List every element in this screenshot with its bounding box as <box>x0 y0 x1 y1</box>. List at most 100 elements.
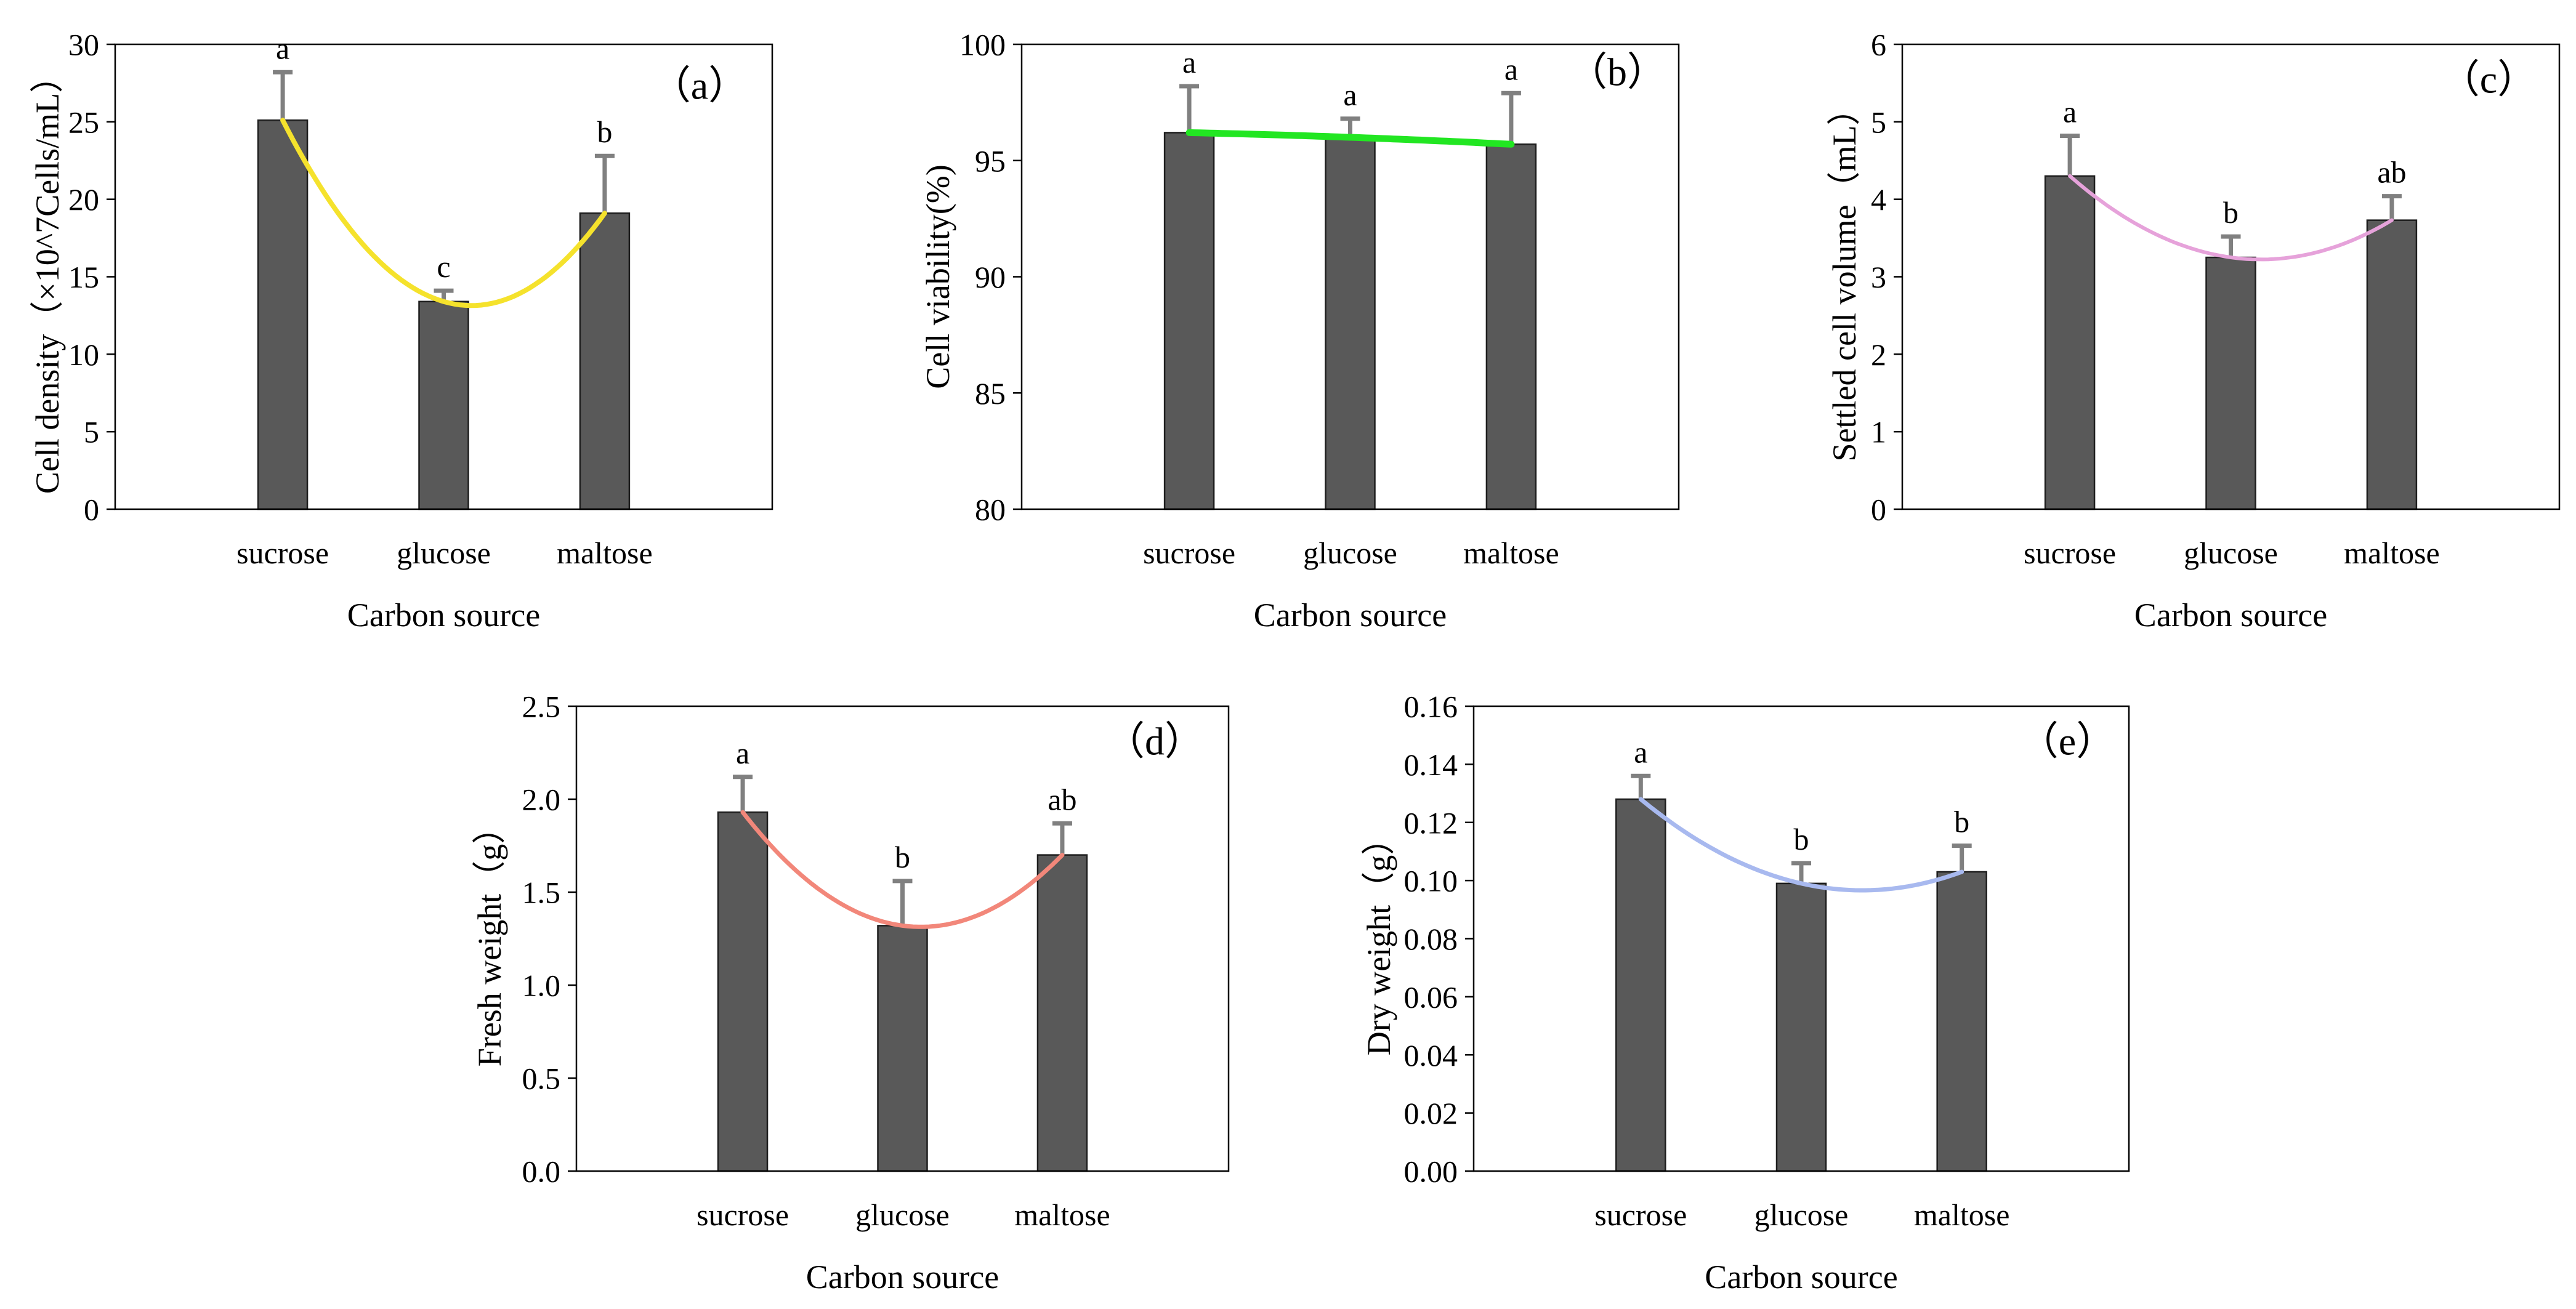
significance-letter-sucrose: a <box>2063 94 2077 129</box>
trend-curve <box>1185 129 1515 148</box>
y-tick-label: 3 <box>1871 260 1886 294</box>
y-tick-label: 1 <box>1871 415 1886 449</box>
y-tick-label: 0.00 <box>1404 1154 1458 1189</box>
trend-curve <box>740 810 1065 929</box>
y-axis-label: Dry weight（g） <box>1360 822 1397 1055</box>
bar-glucose <box>1325 136 1376 510</box>
y-tick-label: 10 <box>68 337 99 372</box>
y-tick-label: 100 <box>959 28 1006 62</box>
y-tick-label: 6 <box>1871 28 1886 62</box>
x-axis-label: Carbon source <box>347 597 540 634</box>
error-bar-sucrose <box>1179 84 1200 133</box>
y-tick-label: 80 <box>975 493 1006 527</box>
x-axis-label: Carbon source <box>2134 597 2327 634</box>
significance-letter-sucrose: a <box>736 736 749 770</box>
y-tick-label: 0.0 <box>522 1154 561 1189</box>
y-axis-label: Settled cell volume（mL） <box>1826 92 1863 462</box>
error-bar-maltose <box>1952 844 1972 872</box>
y-tick-label: 4 <box>1871 182 1886 217</box>
y-axis-label: Fresh weight（g） <box>471 811 508 1066</box>
x-tick-label-sucrose: sucrose <box>1143 536 1235 570</box>
y-tick-label: 5 <box>84 415 99 449</box>
y-tick-label: 25 <box>68 105 99 139</box>
y-tick-label: 0.14 <box>1404 747 1458 782</box>
error-bar-glucose <box>892 879 913 926</box>
y-tick-label: 90 <box>975 260 1006 294</box>
error-bar-maltose <box>1052 821 1072 855</box>
significance-letter-sucrose: a <box>1182 45 1196 79</box>
trend-curve <box>2068 174 2394 262</box>
panel-label: （d） <box>1105 719 1204 763</box>
significance-letter-maltose: a <box>1504 52 1518 86</box>
bar-glucose <box>2205 256 2256 510</box>
bar-sucrose <box>2044 175 2096 510</box>
significance-letter-maltose: ab <box>1048 782 1076 816</box>
x-tick-label-glucose: glucose <box>1754 1198 1849 1232</box>
bar-maltose <box>1036 854 1088 1172</box>
error-bar-glucose <box>2221 234 2241 258</box>
error-bar-sucrose <box>2060 133 2080 176</box>
y-tick-label: 30 <box>68 28 99 62</box>
x-tick-label-glucose: glucose <box>855 1198 950 1232</box>
y-tick-label: 1.0 <box>522 969 561 1003</box>
trend-curve <box>1638 797 1964 893</box>
y-tick-label: 0.02 <box>1404 1096 1458 1130</box>
significance-letter-maltose: ab <box>2377 155 2406 190</box>
bar-sucrose <box>717 811 769 1172</box>
panel-label: （b） <box>1568 50 1666 94</box>
y-tick-label: 0.5 <box>522 1061 561 1096</box>
significance-letter-glucose: b <box>1794 822 1809 856</box>
x-axis-label: Carbon source <box>1254 597 1447 634</box>
y-tick-label: 95 <box>975 143 1006 178</box>
y-tick-label: 1.5 <box>522 876 561 910</box>
bar-maltose <box>2366 219 2418 510</box>
error-bar-sucrose <box>1631 773 1651 799</box>
y-tick-label: 0.12 <box>1404 805 1458 840</box>
y-tick-label: 0.06 <box>1404 980 1458 1014</box>
x-tick-label-maltose: maltose <box>557 536 653 570</box>
y-tick-label: 0 <box>1871 493 1886 527</box>
error-bar-maltose <box>594 153 615 214</box>
bar-sucrose <box>1615 798 1666 1172</box>
y-tick-label: 2 <box>1871 337 1886 372</box>
significance-letter-maltose: b <box>597 115 612 149</box>
y-axis-label: Cell density（×10^7Cells/mL） <box>29 60 66 494</box>
bar-glucose <box>418 300 469 510</box>
y-tick-label: 0.10 <box>1404 864 1458 898</box>
x-tick-label-sucrose: sucrose <box>2024 536 2116 570</box>
bar-maltose <box>1936 871 1987 1172</box>
panel-label: （c） <box>2441 57 2537 101</box>
y-tick-label: 0 <box>84 493 99 527</box>
plot-frame <box>575 705 1230 1172</box>
significance-letter-sucrose: a <box>276 31 289 65</box>
bar-maltose <box>579 212 631 510</box>
y-tick-label: 0.08 <box>1404 922 1458 956</box>
x-axis-label: Carbon source <box>806 1259 999 1295</box>
y-tick-label: 0.04 <box>1404 1038 1458 1073</box>
chart-panel-b: a a a 80 85 90 95 100 sucrose glucose maltose Carbo… <box>919 28 1680 634</box>
bar-maltose <box>1485 143 1537 510</box>
error-bar-sucrose <box>733 775 753 813</box>
x-axis-label: Carbon source <box>1705 1259 1897 1295</box>
x-tick-label-maltose: maltose <box>1914 1198 2010 1232</box>
x-tick-label-glucose: glucose <box>2184 536 2278 570</box>
y-tick-label: 20 <box>68 182 99 217</box>
x-tick-label-glucose: glucose <box>1303 536 1397 570</box>
bar-sucrose <box>1163 132 1215 510</box>
chart-panel-a: a c b 0 5 10 15 20 25 30 sucrose glucose maltose Carb… <box>29 28 773 634</box>
x-tick-label-maltose: maltose <box>1014 1198 1110 1232</box>
bar-sucrose <box>257 119 309 510</box>
x-tick-label-sucrose: sucrose <box>696 1198 789 1232</box>
x-tick-label-sucrose: sucrose <box>236 536 329 570</box>
panel-label: （a） <box>652 63 748 107</box>
trend-curve <box>280 118 607 308</box>
y-tick-label: 15 <box>68 260 99 294</box>
y-tick-label: 5 <box>1871 105 1886 139</box>
x-tick-label-sucrose: sucrose <box>1594 1198 1687 1232</box>
error-bar-glucose <box>1791 861 1811 884</box>
y-tick-label: 0.16 <box>1404 690 1458 724</box>
significance-letter-glucose: b <box>895 840 910 874</box>
